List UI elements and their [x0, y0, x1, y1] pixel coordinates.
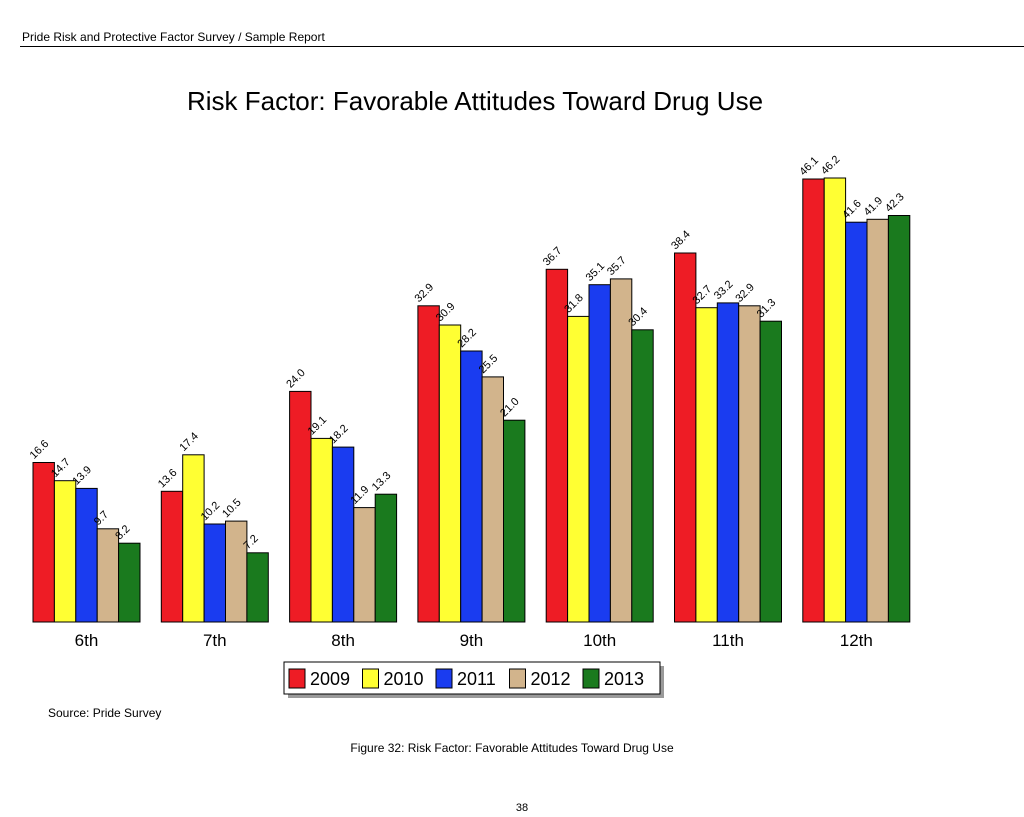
bar-12th-2012 [866, 218, 889, 623]
legend-swatch-2012 [509, 668, 526, 689]
bar-8th-2010 [310, 437, 333, 623]
bar-6th-2013 [118, 542, 141, 623]
bar-9th-2013 [503, 419, 526, 623]
legend-swatch-2013 [582, 668, 600, 689]
legend-label-2011: 2011 [457, 669, 496, 689]
bar-7th-2013 [246, 552, 269, 623]
bar-10th-2012 [609, 278, 633, 623]
bar-12th-2009 [802, 178, 825, 623]
x-tick-label-9th: 9th [460, 631, 484, 650]
x-tick-label-12th: 12th [840, 631, 873, 650]
bar-6th-2011 [75, 487, 98, 623]
bar-8th-2012 [353, 507, 376, 623]
bar-7th-2010 [182, 454, 205, 623]
bar-12th-2010 [823, 177, 847, 623]
bar-10th-2010 [567, 315, 590, 623]
bar-9th-2009 [417, 305, 440, 623]
bar-8th-2013 [374, 493, 398, 623]
x-tick-label-6th: 6th [75, 631, 99, 650]
bar-7th-2009 [160, 490, 184, 623]
bar-7th-2011 [203, 523, 227, 623]
data-label-10th-2009: 36.7 [541, 245, 565, 269]
bar-7th-2012 [225, 520, 248, 623]
data-label-7th-2009: 13.6 [156, 467, 180, 491]
data-label-12th-2009: 46.1 [797, 154, 821, 178]
legend-label-2012: 2012 [531, 669, 571, 689]
data-label-10th-2011: 35.1 [584, 260, 608, 284]
data-label-11th-2009: 38.4 [669, 228, 693, 252]
bar-10th-2011 [588, 284, 611, 623]
data-label-9th-2010: 30.9 [434, 300, 458, 324]
x-tick-label-11th: 11th [712, 631, 744, 650]
data-label-6th-2009: 16.6 [28, 438, 52, 462]
data-label-12th-2010: 46.2 [819, 153, 843, 177]
bar-6th-2010 [53, 480, 77, 623]
data-label-8th-2011: 18.2 [327, 423, 351, 447]
data-label-11th-2012: 32.9 [733, 281, 757, 305]
bars-group [32, 177, 911, 623]
bar-10th-2013 [631, 329, 654, 623]
data-label-10th-2012: 35.7 [605, 254, 629, 278]
source-note: Source: Pride Survey [48, 706, 162, 720]
legend-swatch-2011 [435, 668, 453, 689]
bar-6th-2012 [96, 528, 120, 623]
header-divider [20, 46, 1024, 47]
page-number: 38 [515, 802, 529, 814]
bar-9th-2010 [438, 324, 462, 623]
bar-6th-2009 [32, 462, 55, 623]
bar-10th-2009 [545, 268, 569, 623]
data-label-11th-2011: 33.2 [712, 278, 736, 302]
data-label-8th-2013: 13.3 [370, 470, 394, 494]
bar-12th-2013 [887, 215, 911, 623]
bar-11th-2011 [716, 302, 740, 623]
data-label-6th-2010: 14.7 [49, 456, 73, 480]
legend-swatch-2010 [362, 668, 379, 689]
data-label-9th-2009: 32.9 [413, 281, 437, 305]
x-axis-labels-group: 6th 7th 8th 9th 10th 11th 12th [75, 631, 873, 650]
legend: 2009 2010 2011 2012 2013 [283, 661, 664, 698]
data-label-8th-2009: 24.0 [284, 367, 308, 391]
data-label-12th-2013: 42.3 [883, 191, 907, 215]
chart-title: Risk Factor: Favorable Attitudes Toward … [186, 86, 764, 116]
bar-8th-2011 [331, 446, 355, 623]
bar-11th-2013 [759, 320, 782, 623]
data-label-11th-2013: 31.3 [755, 297, 779, 321]
x-tick-label-7th: 7th [203, 631, 227, 650]
legend-label-2013: 2013 [604, 669, 644, 689]
bar-11th-2010 [695, 307, 718, 623]
bar-9th-2011 [460, 350, 483, 623]
x-tick-label-10th: 10th [583, 631, 616, 650]
figure-caption: Figure 32: Risk Factor: Favorable Attitu… [350, 741, 674, 755]
data-label-7th-2012: 10.5 [220, 497, 244, 521]
bar-11th-2009 [674, 252, 697, 623]
data-label-12th-2012: 41.9 [862, 195, 886, 219]
data-label-7th-2010: 17.4 [177, 430, 201, 454]
report-header-text: Pride Risk and Protective Factor Survey … [22, 30, 325, 44]
legend-swatch-2009 [288, 668, 306, 689]
x-tick-label-8th: 8th [331, 631, 355, 650]
bar-12th-2011 [845, 221, 868, 623]
data-label-6th-2011: 13.9 [70, 464, 94, 488]
legend-label-2009: 2009 [310, 669, 350, 689]
bar-11th-2012 [738, 305, 761, 623]
legend-label-2010: 2010 [384, 669, 424, 689]
